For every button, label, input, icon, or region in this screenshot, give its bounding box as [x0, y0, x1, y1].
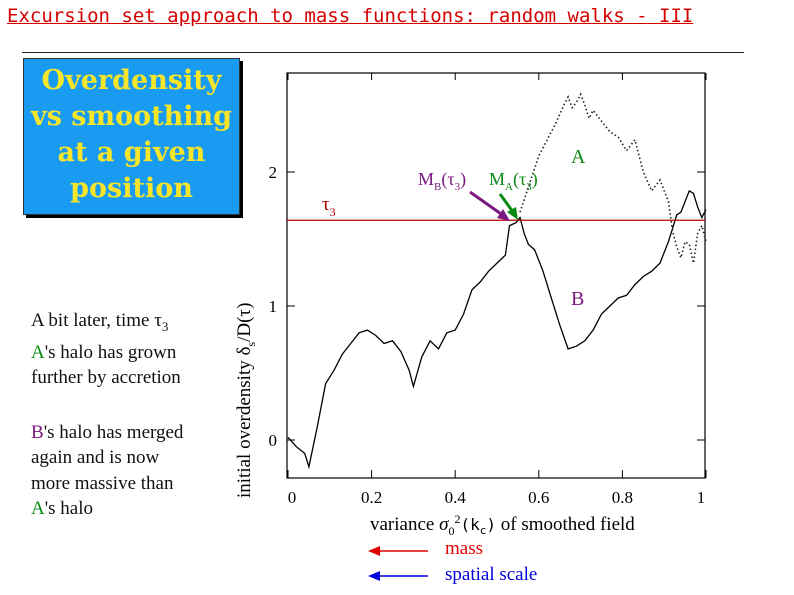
- ma-sub: A: [505, 181, 513, 193]
- ma-close: ): [532, 169, 538, 190]
- y-label-post: /D(τ): [234, 303, 255, 342]
- box-line-1: Overdensity: [41, 65, 222, 96]
- x-axis-label: variance σ02(kc) of smoothed field: [370, 512, 635, 538]
- box-line-2: vs smoothing: [31, 101, 232, 132]
- threshold-label: τ3: [322, 194, 336, 219]
- note-a-label: A: [31, 342, 45, 363]
- box-line-4: position: [70, 173, 193, 204]
- mb-pointer-arrow: [469, 190, 505, 218]
- note-b-text: 's halo has merged: [43, 422, 184, 443]
- x-label-sub: 0: [448, 524, 454, 538]
- walk-a-dotted-line: [519, 92, 707, 264]
- note-a-text: 's halo has grown: [44, 342, 177, 363]
- annotation-a: A: [571, 146, 586, 168]
- note-line-a3: A's halo: [31, 498, 93, 520]
- overdensity-box: Overdensity vs smoothing at a given posi…: [23, 58, 240, 215]
- annotation-b: B: [571, 288, 584, 310]
- mb-pointer-head: [497, 209, 510, 221]
- annotation-ma: MA(τ3): [489, 169, 538, 193]
- note-line-a1: A's halo has grown: [31, 342, 176, 364]
- note-line-b1: B's halo has merged: [31, 422, 183, 444]
- y-axis-label: initial overdensity δs/D(τ): [234, 303, 258, 498]
- x-tick-label: 1: [697, 488, 706, 507]
- note-line-b2: again and is now: [31, 447, 160, 468]
- ma-pointer-arrow: [498, 193, 515, 213]
- title-divider: [22, 52, 744, 53]
- note-a3-text: 's halo: [44, 498, 94, 519]
- x-tick-label: 0: [288, 488, 297, 507]
- x-tick-label: 0.6: [528, 488, 549, 507]
- annotation-mb: MB(τ3): [418, 169, 466, 193]
- y-tick-label: 2: [269, 163, 278, 182]
- x-label-argsub: c: [480, 524, 487, 537]
- x-label-sup: 2: [454, 512, 460, 526]
- threshold-sub: 3: [330, 205, 336, 219]
- ma-m: M: [489, 169, 505, 189]
- note-tau-symbol: τ: [154, 310, 162, 331]
- mb-sub: B: [434, 181, 441, 193]
- x-tick-label: 0.2: [361, 488, 382, 507]
- spatial-scale-label: spatial scale: [445, 564, 538, 585]
- y-label-sub: s: [244, 342, 258, 347]
- plot-frame: [286, 72, 706, 479]
- x-label-sigma: σ: [439, 514, 449, 535]
- x-tick-label: 0.8: [612, 488, 633, 507]
- axis-ticks: 0 0.2 0.4 0.6 0.8 1 0 1 2: [269, 73, 707, 507]
- ma-pointer-head: [507, 207, 518, 220]
- x-label-close: ): [486, 515, 496, 534]
- note-a3-label: A: [31, 498, 45, 519]
- mb-close: ): [460, 169, 466, 190]
- walk-b-solid-line: [287, 189, 707, 470]
- mb-arg: (τ: [441, 169, 454, 190]
- spatial-arrow-head: [368, 571, 380, 581]
- series-group: [287, 92, 707, 470]
- threshold-tau: τ: [322, 194, 330, 215]
- slide-title: Excursion set approach to mass functions…: [7, 5, 694, 27]
- note-time-text: A bit later, time: [31, 310, 155, 331]
- note-line-time: A bit later, time τ3: [31, 310, 168, 335]
- note-b-label: B: [31, 422, 44, 443]
- mb-m: M: [418, 169, 434, 189]
- y-label-main: initial overdensity δ: [234, 347, 255, 498]
- x-label-post: of smoothed field: [496, 514, 635, 535]
- x-label-pre: variance: [370, 514, 439, 535]
- x-label-arg: (k: [460, 515, 480, 534]
- ma-argsub: 3: [526, 181, 532, 193]
- mass-arrow-head: [368, 546, 380, 556]
- note-line-a2: further by accretion: [31, 367, 181, 388]
- box-line-3: at a given: [57, 137, 206, 168]
- y-tick-label: 0: [269, 431, 278, 450]
- ma-arg: (τ: [513, 169, 526, 190]
- y-tick-label: 1: [269, 297, 278, 316]
- note-line-b3: more massive than: [31, 473, 174, 494]
- x-tick-label: 0.4: [445, 488, 467, 507]
- mass-label: mass: [445, 538, 483, 559]
- note-tau-subscript: 3: [161, 318, 169, 334]
- mb-argsub: 3: [455, 181, 461, 193]
